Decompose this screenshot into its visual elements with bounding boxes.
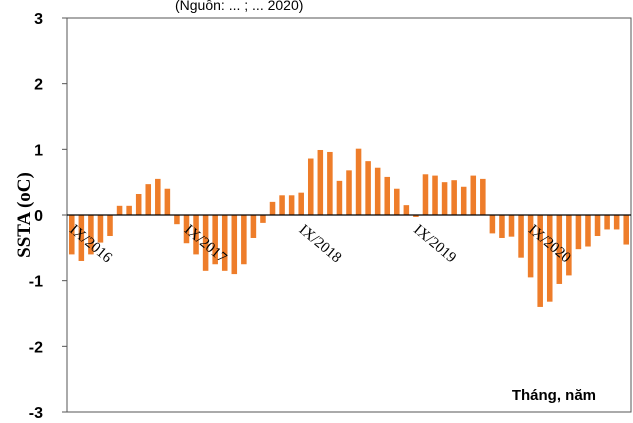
bar-10 xyxy=(164,188,171,215)
bar-16 xyxy=(221,215,228,271)
bar-23 xyxy=(288,195,295,215)
bar-35 xyxy=(403,205,410,215)
bar-13 xyxy=(193,215,199,255)
bar-56 xyxy=(604,215,610,230)
bar-28 xyxy=(336,180,343,215)
bar-25 xyxy=(307,158,314,215)
bar-0 xyxy=(69,215,75,255)
bar-7 xyxy=(135,193,142,215)
bar-4 xyxy=(107,215,113,237)
bar-19 xyxy=(250,215,257,238)
bar-15 xyxy=(212,215,218,265)
bar-20 xyxy=(260,215,266,223)
bar-58 xyxy=(623,215,629,245)
bar-47 xyxy=(518,215,524,258)
bar-48 xyxy=(527,215,534,278)
bar-39 xyxy=(441,182,448,215)
bar-32 xyxy=(374,167,381,215)
bar-54 xyxy=(585,215,591,247)
bar-46 xyxy=(508,215,515,237)
bar-22 xyxy=(279,195,285,215)
y-tick-label: 2 xyxy=(34,77,43,94)
y-tick-label: 0 xyxy=(34,208,43,225)
bar-36 xyxy=(413,215,419,217)
bar-33 xyxy=(384,176,391,215)
bar-51 xyxy=(556,215,563,284)
bar-38 xyxy=(432,175,438,215)
y-tick-label: -1 xyxy=(29,274,43,291)
bar-24 xyxy=(298,192,304,215)
bar-14 xyxy=(202,215,209,271)
bar-45 xyxy=(499,215,505,238)
bar-1 xyxy=(78,215,85,261)
bar-6 xyxy=(126,205,132,215)
x-tick-label: IX/2018 xyxy=(296,222,345,266)
bar-18 xyxy=(241,215,247,265)
bar-37 xyxy=(422,174,429,215)
x-axis-label: Tháng, năm xyxy=(512,387,596,404)
y-tick-label: 3 xyxy=(34,11,43,28)
bar-11 xyxy=(174,215,180,225)
bar-31 xyxy=(365,161,371,215)
bar-57 xyxy=(613,215,620,230)
x-tick-label: IX/2019 xyxy=(410,222,459,266)
y-tick-label: 1 xyxy=(34,142,43,159)
bar-50 xyxy=(546,215,553,302)
bar-49 xyxy=(537,215,543,307)
bar-21 xyxy=(269,201,276,215)
bar-27 xyxy=(327,151,333,215)
bar-26 xyxy=(317,149,324,215)
y-tick-label: -2 xyxy=(29,339,43,356)
bar-44 xyxy=(489,215,496,234)
bar-3 xyxy=(97,215,104,243)
caption-fragment: (Nguồn: ... ; ... 2020) xyxy=(175,0,303,13)
bar-5 xyxy=(116,205,123,215)
bar-8 xyxy=(145,184,152,215)
bar-43 xyxy=(480,178,486,215)
bar-40 xyxy=(451,180,457,215)
bar-17 xyxy=(231,215,238,275)
bar-52 xyxy=(566,215,572,276)
bar-2 xyxy=(88,215,94,255)
bar-12 xyxy=(183,215,190,244)
bar-9 xyxy=(155,178,161,215)
bar-41 xyxy=(460,186,467,215)
bar-29 xyxy=(346,170,352,215)
bar-30 xyxy=(355,148,362,215)
bar-55 xyxy=(594,215,601,237)
y-tick-label: -3 xyxy=(29,405,43,422)
y-axis-label: SSTA (oC) xyxy=(14,172,35,258)
bar-34 xyxy=(394,188,400,215)
bar-42 xyxy=(470,175,477,215)
bar-53 xyxy=(575,215,582,250)
